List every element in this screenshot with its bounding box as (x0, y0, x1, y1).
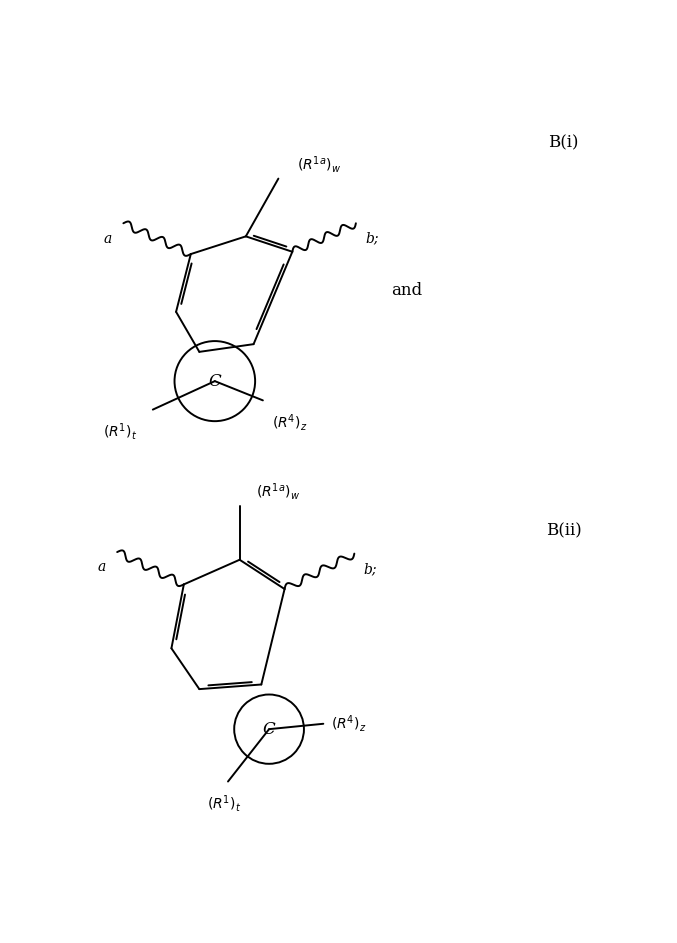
Text: $(R^{1})_{t}$: $(R^{1})_{t}$ (207, 793, 241, 814)
Text: $(R^{4})_{z}$: $(R^{4})_{z}$ (272, 412, 307, 433)
Text: $(R^{1a})_{w}$: $(R^{1a})_{w}$ (257, 481, 301, 502)
Text: b;: b; (365, 232, 378, 246)
Text: b;: b; (364, 562, 377, 576)
Text: and: and (391, 282, 422, 299)
Text: C: C (209, 372, 221, 389)
Text: a: a (97, 560, 106, 574)
Text: a: a (104, 232, 112, 246)
Text: B(ii): B(ii) (546, 522, 582, 539)
Text: $(R^{4})_{z}$: $(R^{4})_{z}$ (331, 713, 366, 735)
Text: $(R^{1})_{t}$: $(R^{1})_{t}$ (103, 422, 137, 442)
Text: C: C (263, 720, 276, 737)
Text: $(R^{1a})_{w}$: $(R^{1a})_{w}$ (297, 154, 341, 174)
Text: B(i): B(i) (548, 135, 579, 152)
